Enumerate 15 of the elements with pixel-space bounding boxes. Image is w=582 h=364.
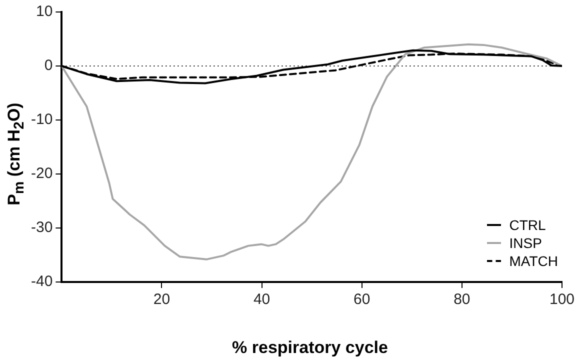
x-tick-label: 60 [354,291,370,308]
legend-label: CTRL [509,216,546,234]
x-axis-title: % respiratory cycle [232,338,388,358]
y-tick-label: -40 [30,273,53,290]
legend-label: MATCH [509,252,558,270]
legend-label: INSP [509,234,542,252]
y-tick-label: -30 [30,219,53,236]
x-tick-label: 20 [153,291,170,308]
x-tick-label: 80 [454,291,470,308]
y-tick-label: -10 [30,111,53,128]
y-tick-label: -20 [30,165,53,182]
x-tick-label: 100 [549,291,575,308]
x-tick-label: 40 [253,291,270,308]
y-tick-label: 0 [44,57,53,74]
y-tick-label: 10 [36,3,53,20]
